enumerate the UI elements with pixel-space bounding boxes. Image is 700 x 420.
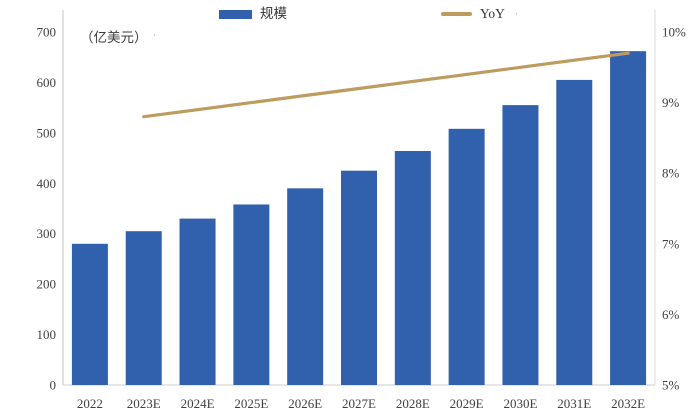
legend-item-yoy: YoY · [441, 6, 518, 22]
x-axis-category-label: 2027E [342, 396, 376, 411]
left-axis-tick-label: 0 [50, 378, 57, 393]
left-axis-tick-label: 300 [37, 226, 57, 241]
legend-label-scale: 规模 [260, 6, 287, 21]
x-axis-category-label: 2030E [503, 396, 537, 411]
right-axis-tick-label: 10% [662, 25, 686, 40]
left-axis-tick-label: 700 [37, 25, 57, 40]
bar-2025E [233, 204, 270, 385]
right-axis-tick-label: 6% [662, 307, 680, 322]
x-axis-category-label: 2024E [181, 396, 215, 411]
left-axis-tick-label: 200 [37, 277, 57, 292]
unit-footnote-mark: · [152, 30, 156, 40]
bar-2032E [610, 51, 647, 386]
bar-2030E [502, 105, 539, 385]
right-axis-tick-label: 5% [662, 378, 680, 393]
right-axis-tick-label: 7% [662, 236, 680, 251]
unit-label-text: （亿美元） [80, 30, 148, 45]
bar-2031E [556, 79, 593, 386]
right-axis-tick-label: 9% [662, 95, 680, 110]
right-axis-tick-label: 8% [662, 166, 680, 181]
x-axis-category-label: 2026E [288, 396, 322, 411]
x-axis-category-label: 2023E [127, 396, 161, 411]
bar-2023E [125, 231, 162, 385]
legend-line-swatch [441, 12, 472, 16]
yoy-line [142, 51, 630, 119]
legend-item-scale: 规模 [219, 6, 287, 22]
bar-2026E [287, 188, 324, 385]
x-axis-category-label: 2022 [77, 396, 103, 411]
bar-2028E [394, 151, 431, 385]
left-axis-tick-label: 100 [37, 327, 57, 342]
bar-2022 [71, 243, 108, 385]
x-axis-category-label: 2029E [450, 396, 484, 411]
legend-label-yoy: YoY [480, 6, 505, 21]
left-axis-tick-label: 500 [37, 125, 57, 140]
bar-2029E [448, 128, 485, 385]
left-axis-tick-label: 400 [37, 176, 57, 191]
left-axis-unit-label: （亿美元） · [80, 26, 156, 46]
x-axis-category-label: 2031E [557, 396, 591, 411]
legend-bar-swatch [219, 9, 252, 19]
bar-2027E [341, 170, 377, 385]
bar-2024E [179, 218, 216, 385]
legend-footnote-mark: · [514, 9, 518, 19]
x-axis-category-label: 2028E [396, 396, 430, 411]
left-axis-tick-label: 600 [37, 75, 57, 90]
x-axis-category-label: 2025E [234, 396, 268, 411]
x-axis-category-label: 2032E [611, 396, 645, 411]
